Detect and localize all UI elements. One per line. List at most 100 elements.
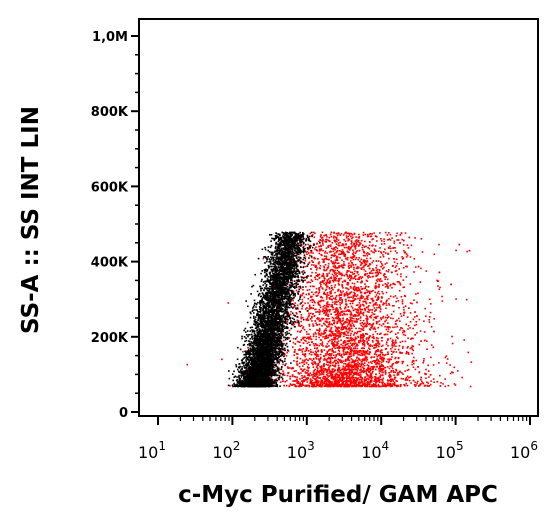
- data-point: [360, 258, 363, 261]
- data-point: [358, 302, 361, 304]
- data-point: [363, 268, 365, 271]
- data-point: [306, 289, 309, 291]
- data-point: [350, 264, 352, 266]
- data-point: [334, 279, 336, 281]
- data-point: [409, 321, 412, 323]
- data-point: [380, 262, 383, 265]
- data-point: [338, 327, 340, 329]
- data-point: [381, 374, 384, 376]
- data-point: [344, 363, 347, 365]
- data-point: [355, 378, 358, 380]
- data-point: [360, 381, 362, 384]
- data-point: [381, 381, 384, 384]
- data-point: [306, 366, 309, 368]
- data-point: [430, 303, 432, 305]
- data-point: [376, 264, 378, 267]
- data-point: [335, 309, 337, 311]
- data-point: [318, 358, 320, 361]
- data-point: [402, 244, 405, 246]
- data-point: [398, 281, 400, 283]
- data-point: [372, 300, 375, 302]
- data-point: [317, 292, 320, 295]
- data-point: [347, 342, 349, 345]
- data-point: [351, 245, 353, 247]
- data-point: [376, 337, 378, 339]
- data-point: [401, 256, 403, 258]
- data-point: [401, 360, 404, 363]
- data-point: [444, 385, 447, 388]
- data-point: [391, 353, 393, 356]
- data-point: [343, 346, 346, 349]
- data-point: [326, 321, 329, 324]
- data-point: [377, 348, 379, 351]
- data-point: [330, 354, 332, 357]
- data-point: [424, 307, 426, 310]
- data-point: [285, 362, 287, 365]
- data-point: [326, 360, 328, 363]
- data-point: [349, 337, 352, 340]
- data-point: [363, 335, 365, 337]
- data-point: [307, 359, 309, 362]
- data-point: [330, 231, 333, 234]
- data-point: [351, 376, 354, 378]
- data-point: [282, 372, 285, 374]
- data-point: [343, 246, 346, 249]
- data-point: [340, 371, 342, 374]
- data-point: [369, 263, 371, 265]
- data-point: [401, 327, 403, 330]
- data-point: [318, 327, 321, 330]
- data-point: [350, 319, 352, 321]
- data-point: [417, 366, 419, 368]
- data-point: [314, 385, 317, 388]
- data-point: [346, 332, 349, 334]
- data-point: [311, 374, 313, 376]
- data-point: [350, 323, 352, 326]
- data-point: [387, 239, 389, 241]
- data-point: [376, 292, 379, 294]
- data-point: [369, 235, 372, 238]
- data-point: [364, 273, 366, 276]
- data-point: [415, 266, 417, 268]
- data-point: [367, 277, 369, 279]
- data-point: [332, 297, 335, 300]
- data-point: [429, 374, 432, 376]
- data-point: [319, 306, 322, 309]
- data-point: [327, 262, 330, 265]
- data-point: [400, 273, 402, 275]
- data-point: [349, 279, 351, 281]
- data-point: [348, 347, 351, 349]
- data-point: [377, 342, 379, 344]
- data-point: [341, 314, 344, 316]
- data-point: [348, 359, 351, 362]
- data-point: [336, 344, 339, 346]
- data-point: [311, 280, 314, 282]
- data-point: [238, 367, 241, 369]
- data-point: [331, 331, 333, 334]
- data-point: [292, 383, 294, 386]
- data-point: [333, 385, 335, 387]
- data-point: [423, 331, 426, 333]
- data-point: [365, 279, 368, 282]
- data-point: [354, 347, 357, 350]
- data-point: [277, 318, 279, 320]
- data-point: [417, 292, 419, 295]
- data-point: [304, 265, 307, 268]
- data-point: [300, 339, 303, 341]
- data-point: [321, 310, 324, 313]
- data-point: [336, 240, 338, 243]
- data-point: [349, 300, 352, 302]
- data-point: [316, 375, 319, 378]
- data-point: [385, 319, 388, 321]
- data-point: [357, 258, 359, 261]
- data-point: [326, 302, 328, 305]
- data-point: [327, 313, 330, 316]
- data-point: [375, 373, 377, 376]
- data-point: [364, 270, 367, 272]
- data-point: [386, 341, 388, 343]
- data-point: [361, 246, 363, 249]
- data-point: [407, 247, 410, 249]
- data-point: [319, 369, 322, 372]
- data-point: [308, 323, 311, 326]
- data-point: [383, 240, 385, 243]
- data-point: [379, 310, 382, 313]
